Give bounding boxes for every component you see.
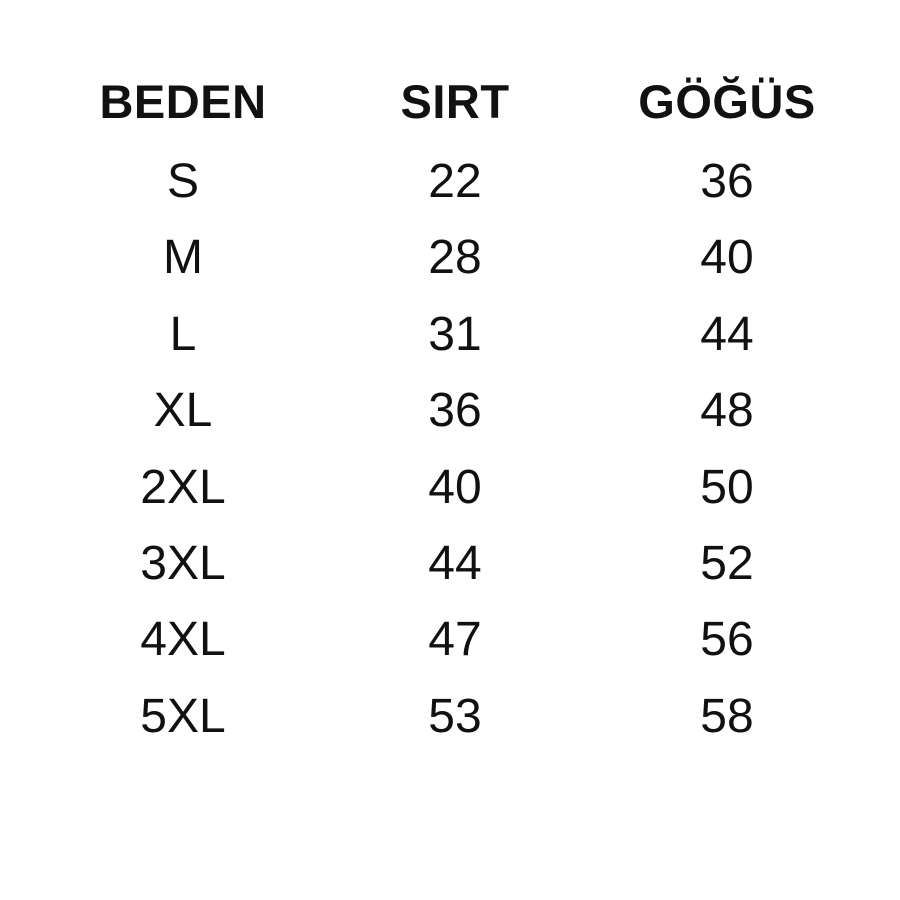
column-header-size: BEDEN xyxy=(99,75,267,128)
cell-back: 47 xyxy=(428,613,482,667)
cell-size: 3XL xyxy=(140,537,226,590)
cell-size: 5XL xyxy=(140,689,226,743)
cell-chest: 44 xyxy=(700,307,754,361)
cell-size: S xyxy=(166,155,199,208)
cell-chest: 58 xyxy=(700,689,754,743)
cell-size: 2XL xyxy=(140,460,226,514)
cell-back: 28 xyxy=(428,231,482,285)
cell-chest: 40 xyxy=(700,231,754,285)
column-header-back: SIRT xyxy=(400,75,510,128)
cell-size: 4XL xyxy=(140,613,226,667)
cell-back: 53 xyxy=(428,689,482,743)
cell-back: 44 xyxy=(428,537,482,590)
cell-back: 36 xyxy=(428,384,482,438)
cell-size: M xyxy=(163,231,203,285)
cell-chest: 56 xyxy=(700,613,754,667)
column-header-chest: GÖĞÜS xyxy=(638,75,816,128)
cell-size: XL xyxy=(153,384,213,438)
cell-size: L xyxy=(169,307,197,361)
cell-chest: 50 xyxy=(700,460,754,514)
cell-chest: 36 xyxy=(700,155,754,208)
cell-chest: 48 xyxy=(700,384,754,438)
cell-back: 40 xyxy=(428,460,482,514)
cell-back: 22 xyxy=(428,155,482,208)
cell-chest: 52 xyxy=(700,537,754,590)
cell-back: 31 xyxy=(428,307,482,361)
